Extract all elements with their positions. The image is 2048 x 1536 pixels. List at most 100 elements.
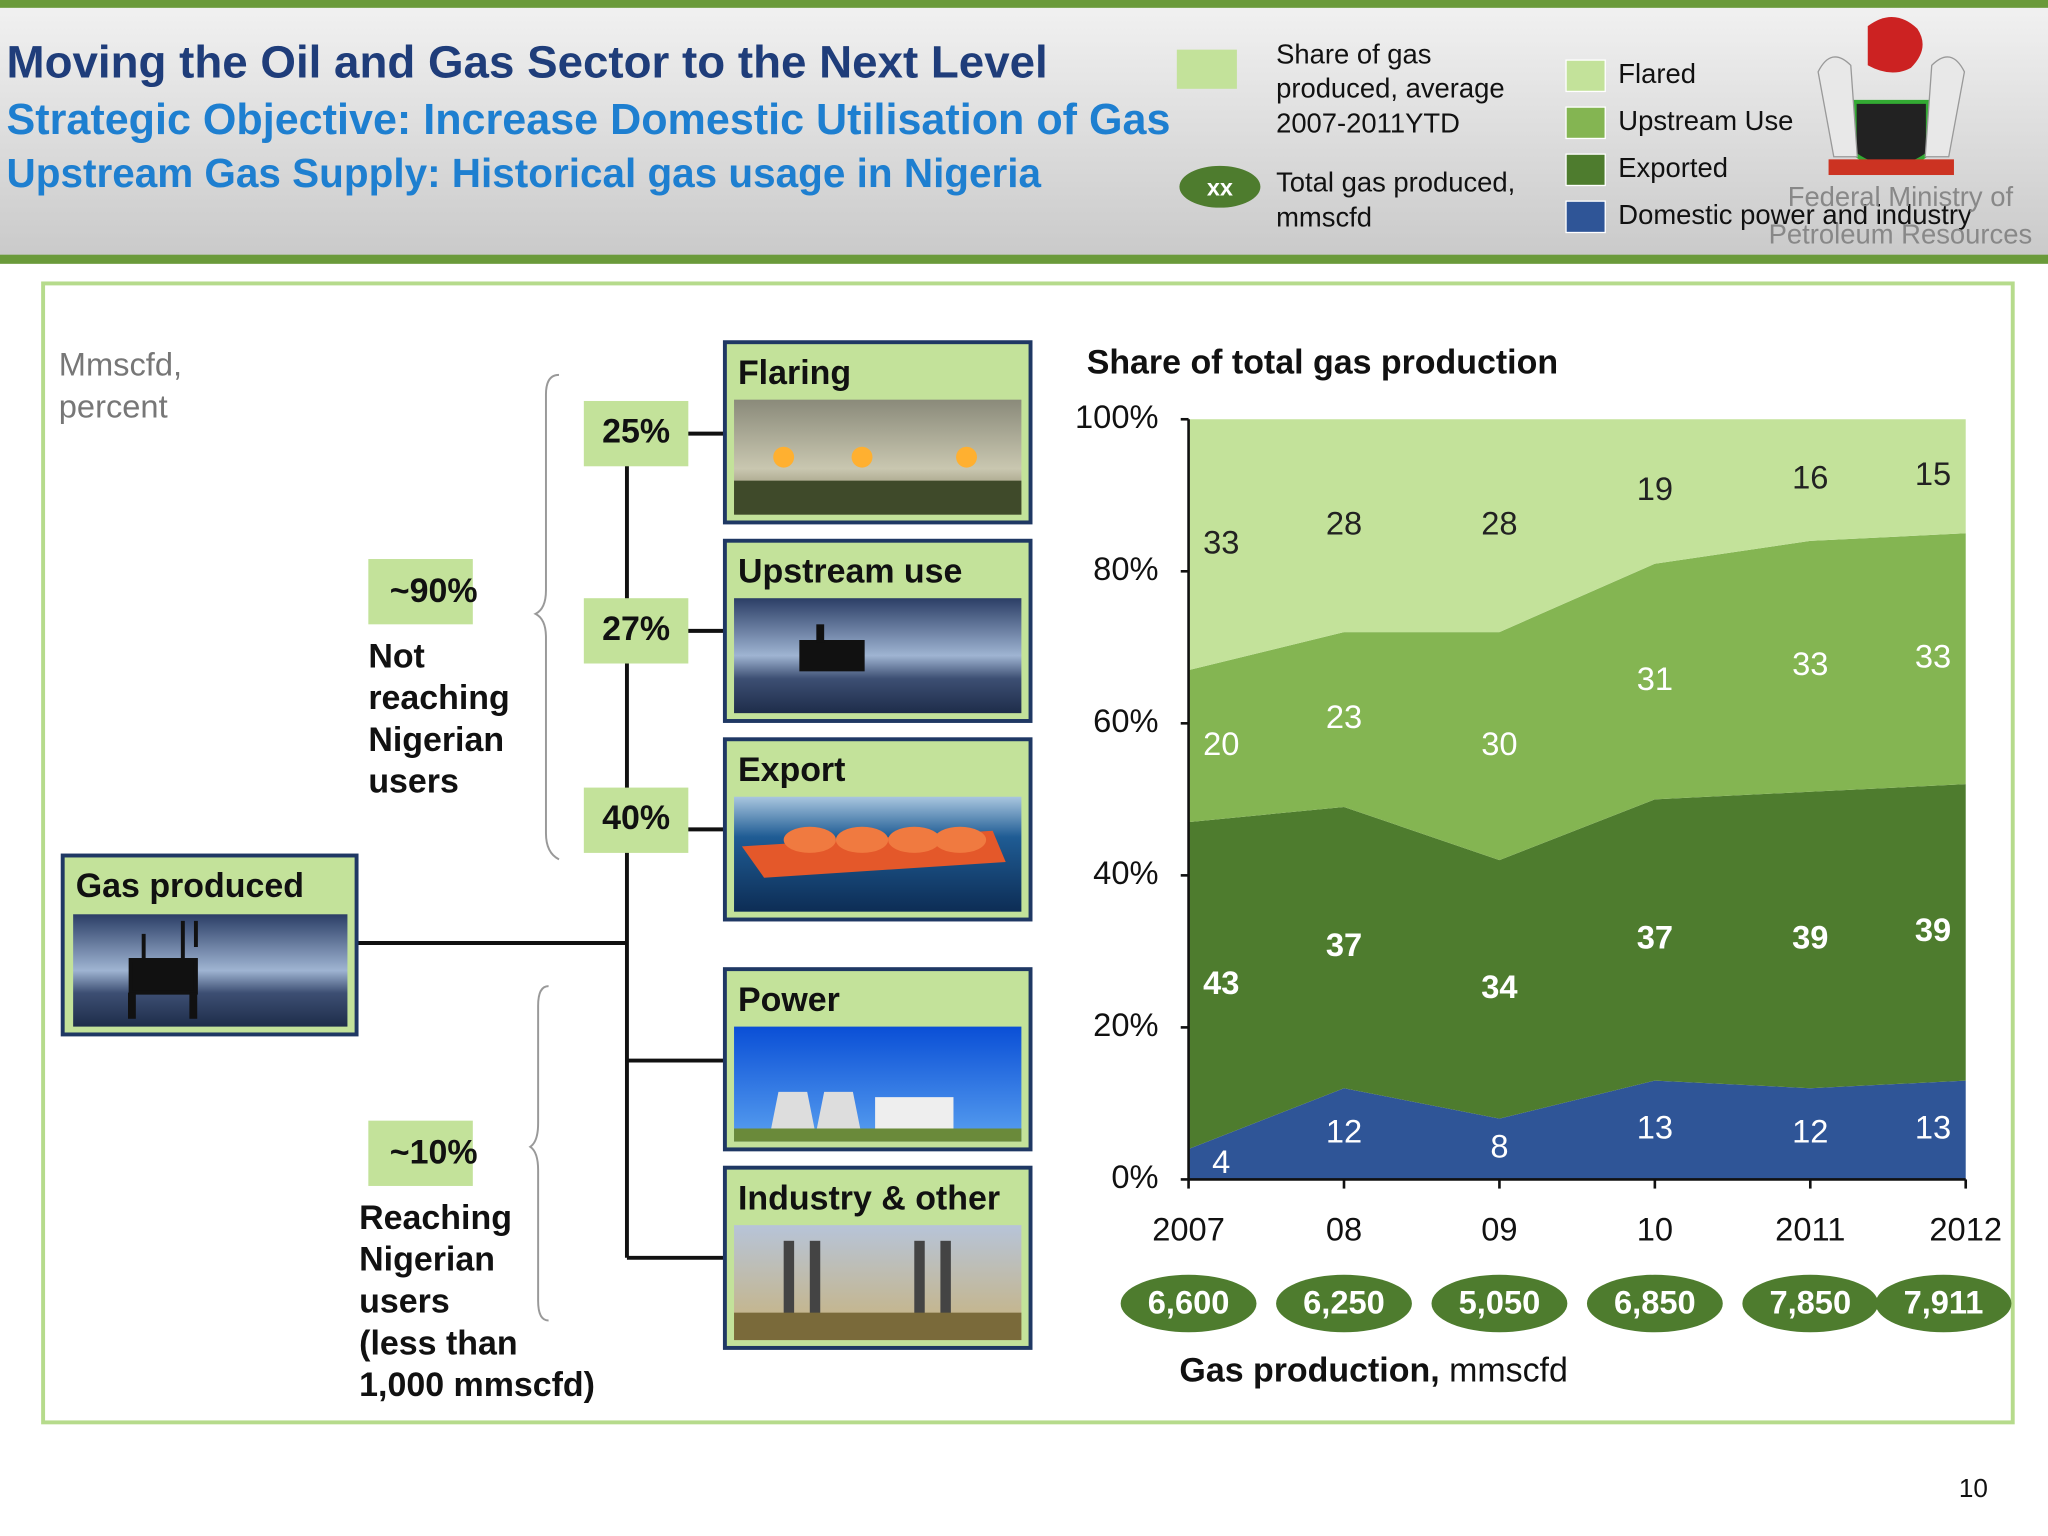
photo-flame xyxy=(851,446,873,468)
legend-label: Upstream Use xyxy=(1618,105,1793,136)
subtitle: Upstream Gas Supply: Historical gas usag… xyxy=(7,150,1042,196)
legend-label: Exported xyxy=(1618,152,1728,183)
x-axis-title-part: mmscfd xyxy=(1449,1352,1568,1390)
y-tick-label: 40% xyxy=(1093,854,1158,891)
photo xyxy=(734,598,1022,714)
brace xyxy=(533,373,560,861)
x-axis-title: Gas production, mmscfd xyxy=(1179,1352,1567,1390)
x-axis-title-part: Gas production, xyxy=(1179,1352,1439,1390)
chart: 4 12 8 13 12 13 43 37 34 37 39 39 20 23 30 31 33 33 33 28 28… xyxy=(1075,398,2012,1333)
logo-horses xyxy=(1817,56,1966,158)
box-label: Flaring xyxy=(738,354,851,392)
data-label: 12 xyxy=(1792,1112,1828,1149)
total-bubble xyxy=(1586,1274,1723,1333)
total-label: 6,600 xyxy=(1148,1283,1230,1320)
data-label: 31 xyxy=(1637,660,1673,697)
data-label: 33 xyxy=(1203,523,1239,560)
data-label: 37 xyxy=(1326,926,1362,963)
share-box xyxy=(583,787,689,853)
x-tick-label: 2012 xyxy=(1929,1210,2002,1247)
area xyxy=(1188,533,1966,861)
data-label: 13 xyxy=(1637,1109,1673,1146)
area xyxy=(1188,784,1966,1150)
legend-swatch xyxy=(1565,59,1606,93)
page-number: 10 xyxy=(1959,1473,1988,1503)
photo-flame xyxy=(773,446,795,468)
logo: Federal Ministry of Petroleum Resources xyxy=(1769,16,2033,250)
total-bubble xyxy=(1742,1274,1879,1333)
group-label: Reaching xyxy=(359,1199,512,1237)
total-label: 7,850 xyxy=(1769,1283,1851,1320)
total-bubble xyxy=(1875,1274,2012,1333)
legend-swatch xyxy=(1565,106,1606,140)
group-label: users xyxy=(368,763,459,801)
data-label: 23 xyxy=(1326,698,1362,735)
group-label: Nigerian xyxy=(359,1241,495,1279)
use-box: Industry & other xyxy=(722,1165,1033,1350)
y-tick-label: 0% xyxy=(1111,1158,1158,1195)
area xyxy=(1188,419,1966,671)
group-share: ~90% xyxy=(390,572,478,610)
photo-tank xyxy=(888,826,941,853)
legend-label: Domestic power and industry xyxy=(1618,199,1972,230)
photo-tank xyxy=(835,826,889,853)
data-label: 43 xyxy=(1203,964,1239,1001)
share-box xyxy=(368,1120,473,1186)
data-label: 15 xyxy=(1915,455,1951,492)
data-label: 34 xyxy=(1481,968,1517,1005)
y-tick-label: 80% xyxy=(1093,550,1158,587)
data-label: 39 xyxy=(1792,919,1828,956)
data-label: 20 xyxy=(1203,725,1239,762)
chart-title: Share of total gas production xyxy=(1087,343,1558,381)
share-box xyxy=(583,598,689,664)
photo-plant xyxy=(875,1097,954,1132)
total-bubble xyxy=(1120,1274,1257,1333)
group-label: Nigerian xyxy=(368,721,504,759)
box-label: Upstream use xyxy=(738,552,962,590)
brace xyxy=(528,985,549,1322)
use-share: 40% xyxy=(602,799,670,837)
subtitle: Strategic Objective: Increase Domestic U… xyxy=(7,96,1171,144)
data-label: 33 xyxy=(1915,637,1951,674)
y-tick-label: 20% xyxy=(1093,1006,1158,1043)
group-label: 1,000 mmscfd) xyxy=(359,1366,595,1404)
data-label: 4 xyxy=(1212,1143,1230,1180)
box-label: Gas produced xyxy=(76,867,304,905)
group-share: ~10% xyxy=(390,1134,478,1172)
photo-rig xyxy=(799,640,865,672)
total-label: 6,850 xyxy=(1614,1283,1696,1320)
unit-note: percent xyxy=(59,387,168,424)
photo-column xyxy=(809,1240,821,1320)
use-share: 27% xyxy=(602,610,670,648)
logo-text: Petroleum Resources xyxy=(1769,219,2033,250)
logo-eagle xyxy=(1867,16,1923,73)
data-label: 12 xyxy=(1326,1112,1362,1149)
use-share: 25% xyxy=(602,413,670,451)
data-label: 16 xyxy=(1792,459,1828,496)
key-text: mmscfd xyxy=(1276,202,1372,233)
data-label: 8 xyxy=(1490,1128,1508,1165)
group-label: (less than xyxy=(359,1324,517,1362)
key-text: Share of gas xyxy=(1276,38,1431,69)
key-bubble xyxy=(1179,165,1261,208)
photo-flame xyxy=(956,446,977,468)
photo-column xyxy=(940,1240,951,1320)
logo-text: Federal Ministry of xyxy=(1788,181,2014,212)
data-label: 33 xyxy=(1792,645,1828,682)
photo-tank xyxy=(933,826,987,853)
use-box: Upstream use 27% xyxy=(583,538,1033,723)
photo-ground xyxy=(734,480,1022,515)
data-label: 37 xyxy=(1637,919,1673,956)
key-text: 2007-2011YTD xyxy=(1276,108,1460,139)
data-label: 30 xyxy=(1481,725,1517,762)
legend-label: Flared xyxy=(1618,58,1696,89)
total-label: 6,250 xyxy=(1303,1283,1385,1320)
box-label: Power xyxy=(738,981,840,1019)
photo xyxy=(73,914,348,1027)
photo-tank xyxy=(783,826,836,853)
logo-shield xyxy=(1852,99,1930,170)
box-label: Industry & other xyxy=(738,1179,1000,1217)
share-box xyxy=(368,559,473,625)
